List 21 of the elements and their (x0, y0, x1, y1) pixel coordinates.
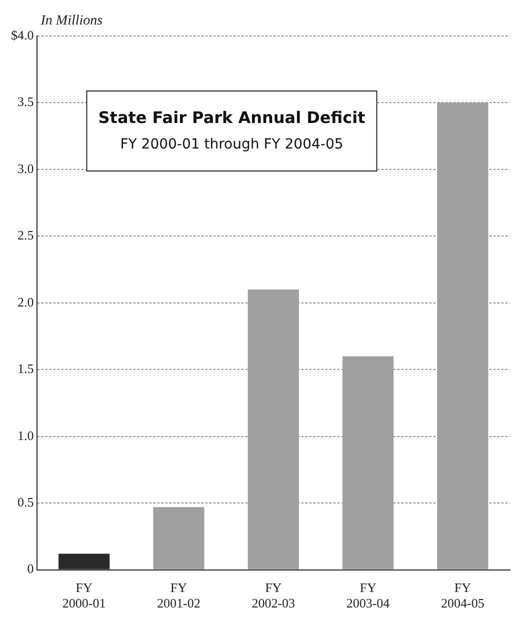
x-tick-label: FY 2002-03 (252, 580, 296, 611)
bar (437, 102, 488, 570)
x-tick-label: FY 2004-05 (441, 580, 484, 611)
y-tick-label: 3.0 (18, 160, 34, 176)
y-tick-label: 0.5 (18, 494, 34, 510)
x-tick-label: FY 2000-01 (62, 580, 106, 611)
bar (342, 356, 394, 570)
y-tick-label: 3.5 (18, 94, 34, 110)
y-axis-title: In Millions (40, 14, 104, 29)
x-tick-label: FY 2001-02 (157, 580, 200, 611)
y-tick-label: $4.0 (11, 27, 34, 42)
text: FY 2000-01 through FY 2004-05 (120, 136, 344, 153)
bar (248, 290, 299, 570)
y-tick-label: 1.5 (18, 361, 34, 376)
x-tick-label: FY 2003-04 (346, 580, 390, 611)
bar (153, 507, 204, 570)
y-tick-label: 0 (27, 561, 34, 576)
text: State Fair Park Annual Deficit (98, 108, 366, 128)
y-tick-label: 2.5 (18, 228, 34, 243)
y-tick-label: 1.0 (18, 428, 34, 443)
y-tick-label: 2.0 (18, 294, 34, 310)
